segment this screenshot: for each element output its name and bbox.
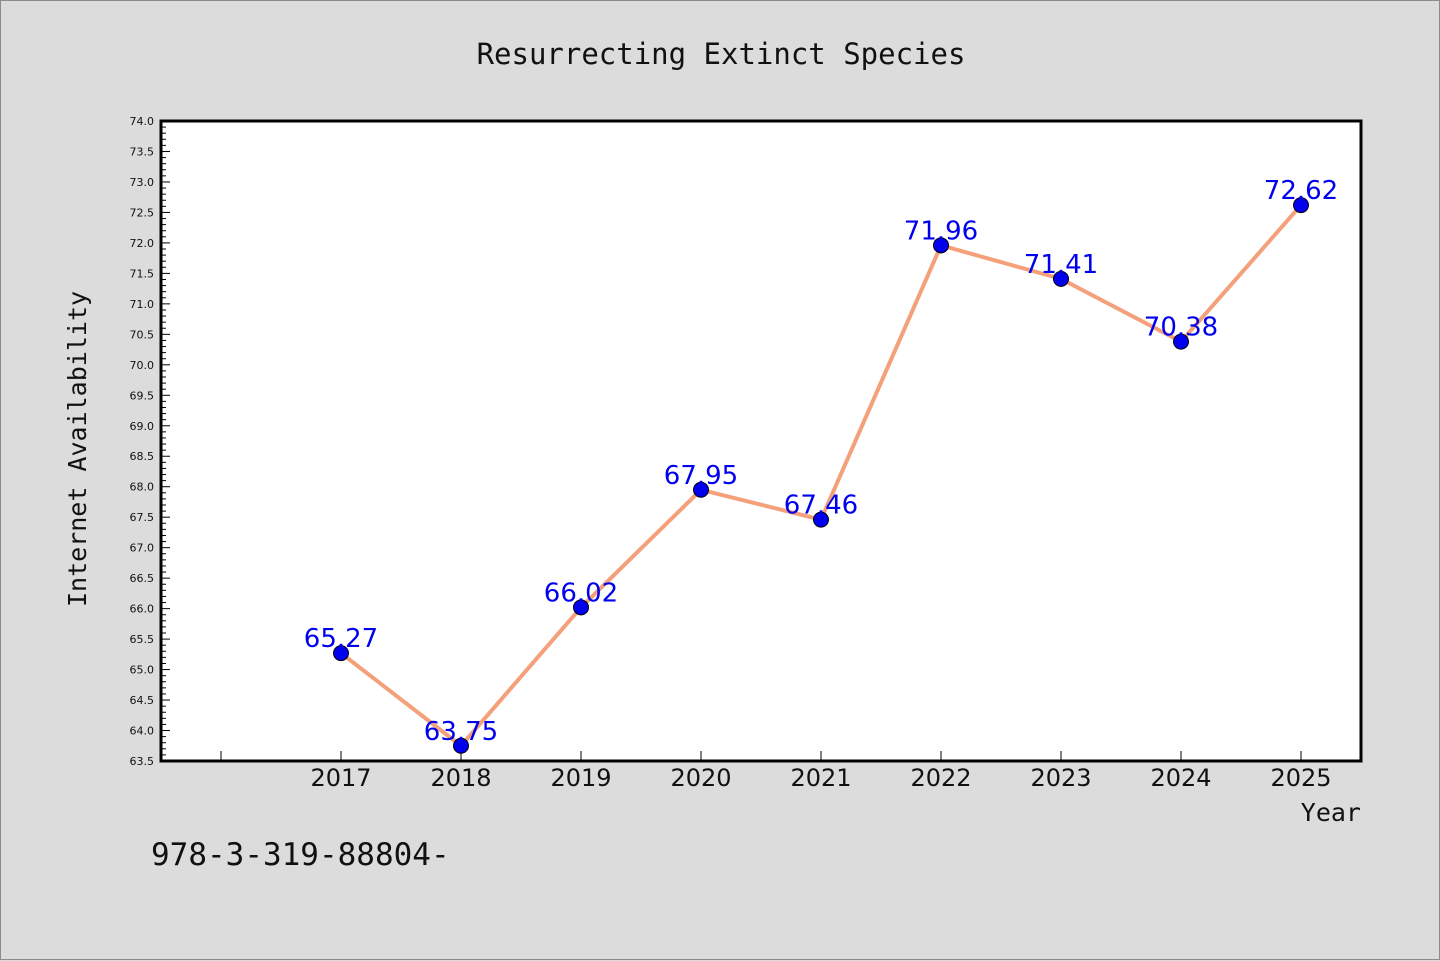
y-tick-label: 64.0	[130, 725, 155, 738]
y-axis-label: Internet Availability	[63, 291, 92, 607]
y-tick-label: 68.0	[130, 481, 155, 494]
y-tick-label: 73.5	[130, 145, 155, 158]
y-tick-label: 69.0	[130, 420, 155, 433]
x-tick-label: 2024	[1150, 764, 1211, 792]
data-point	[1173, 333, 1189, 350]
y-tick-label: 68.5	[130, 450, 155, 463]
data-point	[453, 737, 469, 754]
data-label: 71.41	[1024, 250, 1098, 280]
data-point	[813, 511, 829, 528]
y-tick-label: 74.0	[130, 115, 155, 128]
data-point	[573, 599, 589, 616]
y-tick-label: 66.5	[130, 572, 155, 585]
chart-title: Resurrecting Extinct Species	[477, 37, 966, 71]
plot-area	[159, 119, 1363, 763]
y-tick-label: 65.0	[130, 664, 155, 677]
x-tick-label: 2023	[1030, 764, 1091, 792]
y-tick-label: 67.0	[130, 542, 155, 555]
data-label: 70.38	[1144, 313, 1218, 343]
x-tick-label: 2021	[790, 764, 851, 792]
x-tick-label: 2017	[310, 764, 371, 792]
x-axis-label: Year	[1301, 798, 1361, 827]
y-axis: 63.5 64.0 64.5 65.0 65.5 66.0 66.5 67.0 67.5 68.0…	[130, 115, 170, 768]
y-tick-label: 73.0	[130, 176, 155, 189]
y-tick-label: 69.5	[130, 389, 155, 402]
footer-text: 978-3-319-88804-	[151, 837, 450, 873]
data-label: 67.95	[664, 461, 738, 491]
data-label: 72.62	[1264, 176, 1338, 206]
y-tick-label: 64.5	[130, 694, 155, 707]
x-tick-label: 2022	[910, 764, 971, 792]
data-label: 65.27	[304, 624, 378, 654]
data-label: 63.75	[424, 717, 498, 747]
y-tick-label: 67.5	[130, 511, 155, 524]
data-label: 66.02	[544, 578, 618, 608]
y-tick-label: 63.5	[130, 755, 155, 768]
x-tick-label: 2018	[430, 764, 491, 792]
x-axis: 2017 2018 2019 2020 2021 2022 2023 2024 2025	[220, 751, 1332, 792]
x-tick-label: 2020	[670, 764, 731, 792]
data-point	[1293, 197, 1309, 214]
y-tick-label: 70.5	[130, 328, 155, 341]
x-tick-label: 2025	[1270, 764, 1331, 792]
x-tick-label: 2019	[550, 764, 611, 792]
data-label: 67.46	[784, 491, 858, 521]
data-point	[1053, 270, 1069, 287]
y-tick-label: 72.0	[130, 237, 155, 250]
data-point	[933, 237, 949, 254]
data-point	[693, 481, 709, 498]
y-tick-label: 66.0	[130, 603, 155, 616]
y-tick-label: 71.0	[130, 298, 155, 311]
data-point	[333, 645, 349, 662]
y-tick-label: 65.5	[130, 633, 155, 646]
series-layer: 65.27 63.75 66.02 67.95 67.46 71.96 71.41 70.38…	[304, 176, 1338, 754]
data-label: 71.96	[904, 216, 978, 246]
y-tick-label: 70.0	[130, 359, 155, 372]
y-tick-label: 72.5	[130, 206, 155, 219]
y-tick-label: 71.5	[130, 267, 155, 280]
